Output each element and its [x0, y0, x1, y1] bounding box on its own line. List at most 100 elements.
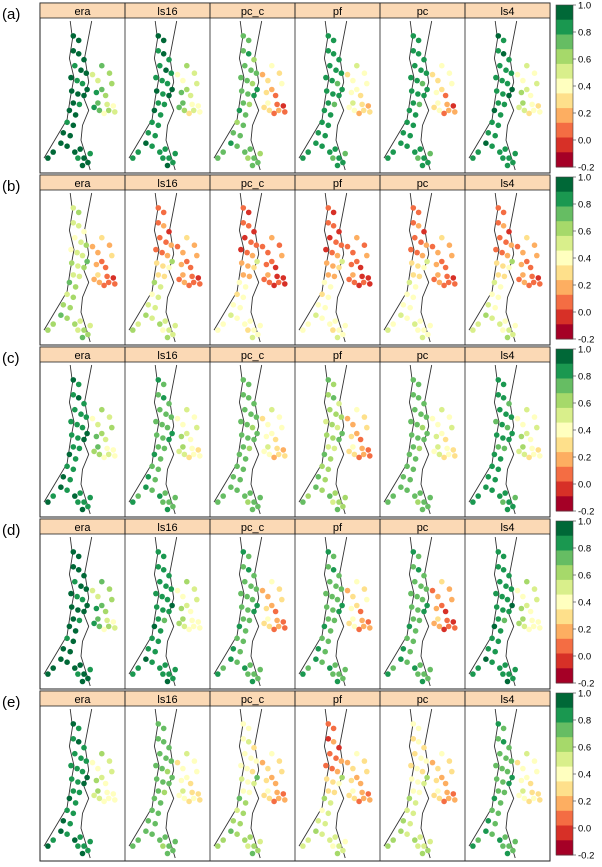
strip-label: pc_c — [241, 6, 265, 18]
station-point — [365, 447, 372, 453]
station-point — [348, 605, 355, 612]
station-point — [537, 281, 543, 287]
station-point — [184, 750, 190, 757]
border-line — [250, 536, 263, 687]
station-point — [500, 395, 507, 401]
station-point — [245, 51, 252, 57]
station-point — [497, 665, 503, 671]
station-point — [508, 414, 515, 420]
station-point — [236, 279, 243, 286]
station-point — [153, 418, 159, 425]
station-point — [70, 466, 77, 473]
station-point — [282, 109, 288, 115]
station-point — [247, 490, 253, 496]
station-point — [166, 572, 172, 579]
station-point — [251, 608, 257, 615]
station-point — [75, 223, 82, 229]
station-point — [512, 838, 518, 845]
colorbar-segment — [556, 152, 573, 168]
station-point — [276, 414, 283, 420]
station-point — [110, 619, 117, 625]
station-point — [155, 638, 162, 645]
colorbar-tick-label: 1.0 — [578, 1, 591, 12]
station-point — [50, 493, 56, 499]
station-point — [152, 820, 158, 827]
station-point — [361, 758, 368, 764]
station-point — [246, 789, 253, 796]
station-point — [340, 847, 346, 854]
station-point — [489, 487, 495, 494]
station-point — [493, 604, 500, 610]
station-point — [276, 586, 283, 592]
coastline — [213, 708, 245, 847]
station-point — [99, 750, 105, 757]
station-point — [234, 143, 240, 149]
colorbar-tick-label: 0.4 — [578, 426, 591, 437]
station-point — [72, 149, 78, 155]
station-point — [350, 765, 356, 772]
station-point — [238, 260, 245, 266]
station-point — [410, 220, 417, 226]
station-point — [415, 395, 422, 401]
station-point — [361, 414, 368, 420]
station-point — [489, 291, 495, 298]
station-point — [143, 828, 149, 834]
station-point — [265, 249, 271, 256]
map-panel-pc_c: pc_c — [209, 346, 296, 517]
station-point — [220, 837, 226, 843]
station-point — [87, 666, 93, 673]
station-point — [237, 648, 243, 655]
station-point — [535, 103, 542, 109]
station-point — [330, 435, 336, 441]
station-point — [261, 276, 267, 283]
station-point — [404, 807, 410, 814]
station-point — [275, 623, 282, 630]
station-point — [489, 807, 495, 814]
station-point — [282, 625, 288, 631]
station-point — [323, 776, 330, 782]
station-point — [68, 776, 75, 782]
station-point — [333, 239, 339, 245]
station-point — [157, 406, 163, 413]
station-point — [110, 275, 117, 281]
station-point — [234, 119, 240, 126]
station-point — [305, 665, 312, 671]
station-point — [104, 445, 110, 452]
station-point — [331, 789, 338, 796]
station-point — [336, 400, 342, 407]
station-point — [152, 648, 158, 655]
colorbar-segment — [556, 466, 573, 482]
station-point — [322, 648, 329, 655]
station-point — [162, 146, 168, 152]
station-point — [155, 616, 162, 622]
station-point — [336, 56, 342, 63]
station-point — [255, 675, 261, 682]
coastline — [128, 708, 160, 847]
station-point — [160, 435, 166, 441]
station-point — [186, 626, 192, 633]
station-point — [410, 788, 417, 794]
station-point — [253, 414, 260, 420]
station-point — [87, 322, 93, 329]
station-point — [174, 415, 181, 422]
station-point — [336, 436, 342, 443]
station-point — [149, 487, 155, 494]
station-point — [319, 291, 325, 298]
station-point — [166, 228, 172, 235]
station-point — [189, 273, 195, 280]
station-point — [174, 759, 181, 766]
strip-label: era — [75, 350, 92, 362]
station-point — [228, 484, 234, 491]
station-point — [66, 795, 73, 802]
station-point — [325, 616, 332, 622]
station-point — [157, 750, 163, 757]
station-point — [367, 625, 373, 631]
station-point — [390, 665, 397, 671]
border-line — [80, 20, 93, 171]
strip-label: ls16 — [157, 178, 177, 190]
strip-label: era — [75, 694, 92, 706]
station-point — [64, 659, 70, 665]
station-point — [168, 414, 175, 420]
station-point — [161, 101, 168, 108]
